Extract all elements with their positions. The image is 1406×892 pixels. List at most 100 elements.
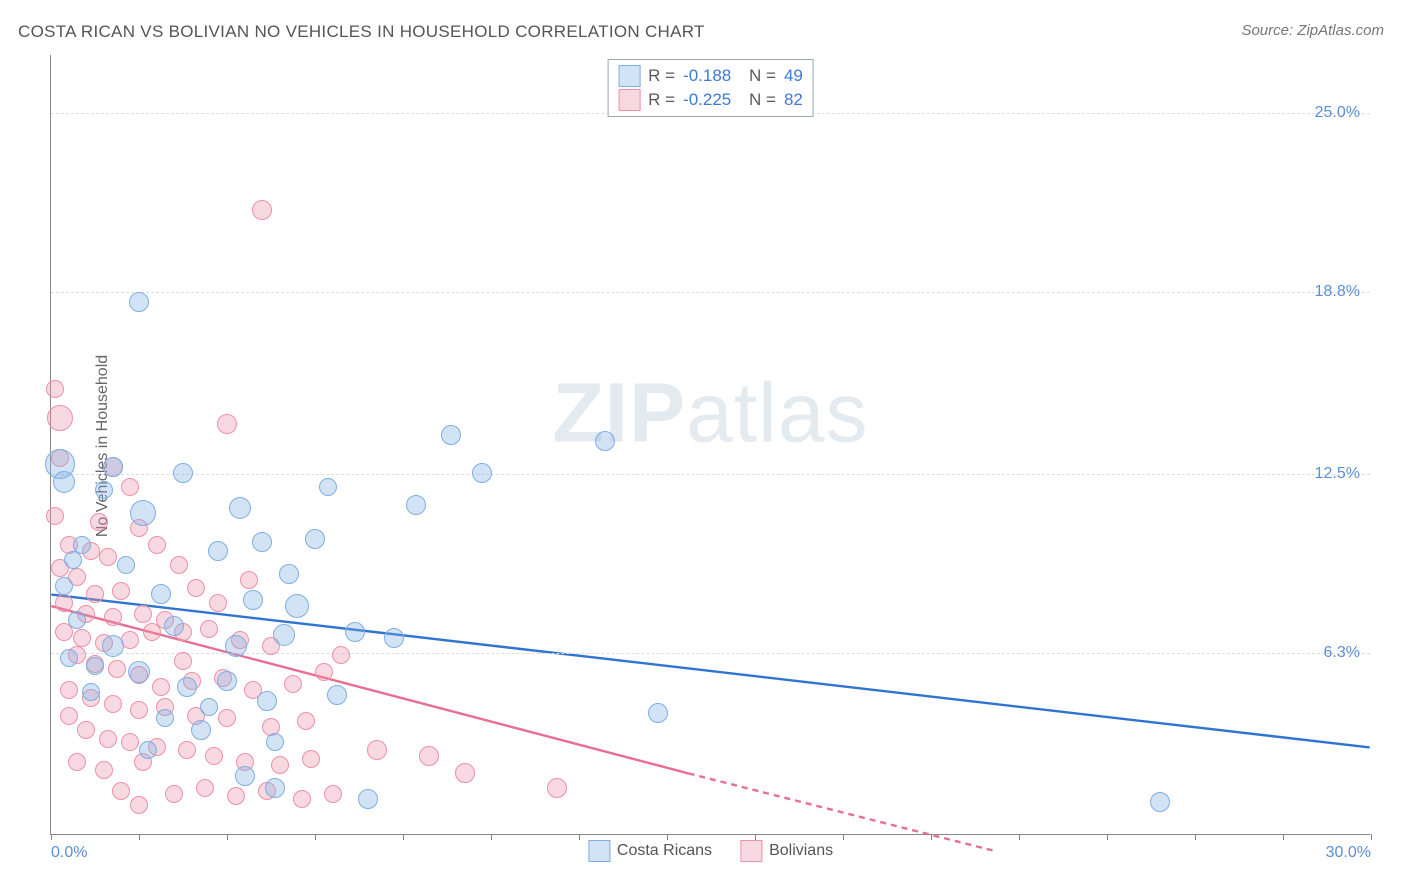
data-point-b bbox=[227, 787, 245, 805]
trend-line bbox=[51, 595, 1369, 748]
r-label: R = bbox=[648, 66, 675, 86]
data-point-a bbox=[265, 778, 285, 798]
data-point-b bbox=[148, 536, 166, 554]
corr-row-b: R = -0.225 N = 82 bbox=[618, 88, 803, 112]
swatch-b-icon bbox=[740, 840, 762, 862]
r-value-a: -0.188 bbox=[683, 66, 741, 86]
data-point-a bbox=[327, 685, 347, 705]
data-point-a bbox=[285, 594, 309, 618]
source-label: Source: ZipAtlas.com bbox=[1241, 22, 1384, 39]
data-point-b bbox=[143, 623, 161, 641]
data-point-b bbox=[104, 608, 122, 626]
data-point-a bbox=[130, 500, 156, 526]
data-point-a bbox=[177, 677, 197, 697]
data-point-b bbox=[46, 507, 64, 525]
n-label: N = bbox=[749, 90, 776, 110]
data-point-b bbox=[55, 594, 73, 612]
x-tick bbox=[403, 834, 404, 840]
data-point-b bbox=[95, 761, 113, 779]
series-legend: Costa Ricans Bolivians bbox=[588, 840, 833, 862]
data-point-b bbox=[419, 746, 439, 766]
x-tick bbox=[491, 834, 492, 840]
data-point-a bbox=[229, 497, 251, 519]
data-point-b bbox=[293, 790, 311, 808]
data-point-b bbox=[134, 605, 152, 623]
y-tick-label: 25.0% bbox=[1315, 104, 1360, 122]
data-point-a bbox=[235, 766, 255, 786]
chart-title: COSTA RICAN VS BOLIVIAN NO VEHICLES IN H… bbox=[18, 22, 705, 42]
data-point-b bbox=[302, 750, 320, 768]
x-tick-label: 0.0% bbox=[51, 844, 87, 862]
data-point-a bbox=[103, 457, 123, 477]
x-tick bbox=[1371, 834, 1372, 840]
data-point-b bbox=[200, 620, 218, 638]
data-point-a bbox=[406, 495, 426, 515]
data-point-a bbox=[95, 481, 113, 499]
chart-container: COSTA RICAN VS BOLIVIAN NO VEHICLES IN H… bbox=[0, 0, 1406, 892]
data-point-a bbox=[1150, 792, 1170, 812]
data-point-b bbox=[187, 579, 205, 597]
data-point-b bbox=[170, 556, 188, 574]
data-point-a bbox=[252, 532, 272, 552]
data-point-a bbox=[128, 661, 150, 683]
data-point-a bbox=[200, 698, 218, 716]
data-point-b bbox=[46, 380, 64, 398]
corr-row-a: R = -0.188 N = 49 bbox=[618, 64, 803, 88]
data-point-b bbox=[108, 660, 126, 678]
x-tick bbox=[1107, 834, 1108, 840]
data-point-b bbox=[99, 730, 117, 748]
data-point-a bbox=[156, 709, 174, 727]
data-point-a bbox=[384, 628, 404, 648]
data-point-a bbox=[595, 431, 615, 451]
x-tick bbox=[227, 834, 228, 840]
data-point-a bbox=[217, 671, 237, 691]
x-tick bbox=[579, 834, 580, 840]
data-point-a bbox=[266, 733, 284, 751]
data-point-a bbox=[86, 657, 104, 675]
data-point-a bbox=[55, 577, 73, 595]
data-point-b bbox=[196, 779, 214, 797]
x-tick bbox=[1019, 834, 1020, 840]
data-point-a bbox=[173, 463, 193, 483]
data-point-a bbox=[305, 529, 325, 549]
data-point-b bbox=[315, 663, 333, 681]
r-label: R = bbox=[648, 90, 675, 110]
data-point-b bbox=[178, 741, 196, 759]
x-tick bbox=[1283, 834, 1284, 840]
correlation-legend: R = -0.188 N = 49 R = -0.225 N = 82 bbox=[607, 59, 814, 117]
y-tick-label: 18.8% bbox=[1315, 283, 1360, 301]
x-tick bbox=[843, 834, 844, 840]
legend-label-b: Bolivians bbox=[769, 842, 833, 860]
r-value-b: -0.225 bbox=[683, 90, 741, 110]
data-point-b bbox=[367, 740, 387, 760]
data-point-a bbox=[68, 611, 86, 629]
data-point-b bbox=[99, 548, 117, 566]
data-point-a bbox=[243, 590, 263, 610]
n-value-a: 49 bbox=[784, 66, 803, 86]
data-point-b bbox=[455, 763, 475, 783]
data-point-b bbox=[209, 594, 227, 612]
x-tick bbox=[139, 834, 140, 840]
data-point-b bbox=[165, 785, 183, 803]
legend-item-a: Costa Ricans bbox=[588, 840, 712, 862]
data-point-a bbox=[273, 624, 295, 646]
data-point-b bbox=[121, 733, 139, 751]
data-point-b bbox=[174, 652, 192, 670]
legend-label-a: Costa Ricans bbox=[617, 842, 712, 860]
watermark-zip: ZIP bbox=[552, 366, 686, 460]
data-point-b bbox=[271, 756, 289, 774]
data-point-a bbox=[225, 635, 247, 657]
data-point-b bbox=[104, 695, 122, 713]
data-point-b bbox=[205, 747, 223, 765]
gridline bbox=[51, 653, 1370, 654]
data-point-b bbox=[284, 675, 302, 693]
data-point-b bbox=[218, 709, 236, 727]
n-value-b: 82 bbox=[784, 90, 803, 110]
data-point-b bbox=[60, 681, 78, 699]
data-point-a bbox=[441, 425, 461, 445]
x-tick-label: 30.0% bbox=[1326, 844, 1371, 862]
data-point-b bbox=[77, 721, 95, 739]
data-point-a bbox=[358, 789, 378, 809]
data-point-a bbox=[151, 584, 171, 604]
trend-lines bbox=[51, 55, 1370, 834]
